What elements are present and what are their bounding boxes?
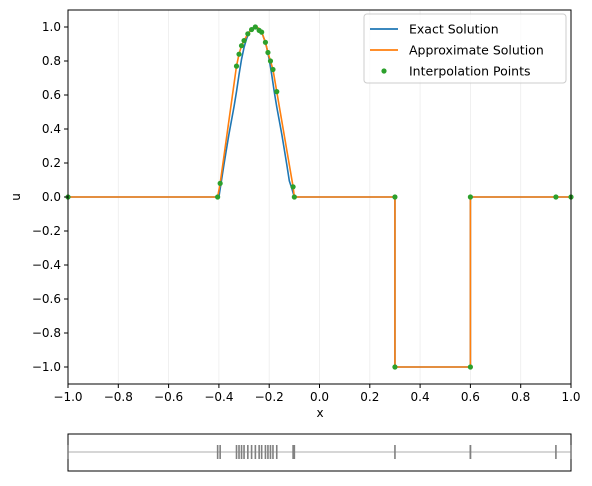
interpolation-points-point-5 <box>238 43 245 49</box>
interpolation-points-point-12 <box>262 39 269 45</box>
y-tick-label-10: 1.0 <box>42 20 61 34</box>
y-tick-label-3: −0.4 <box>32 258 61 272</box>
legend-box <box>363 13 567 84</box>
x-tick-label-2: −0.6 <box>154 390 183 404</box>
y-tick-label-8: 0.6 <box>42 88 61 102</box>
y-axis-ticks: −1.0 −0.8 −0.6 −0.4 −0.2 0.0 0.2 0.4 0.6 0.8 1.0 <box>32 20 68 374</box>
interpolation-points-point-6 <box>241 38 247 44</box>
interpolation-points-point-9 <box>252 24 258 30</box>
interpolation-points-point-23 <box>553 194 559 200</box>
series-layer <box>65 24 574 370</box>
x-tick-label-6: 0.2 <box>360 390 379 404</box>
legend-swatch-interpolation-points <box>381 68 387 74</box>
interpolation-points-point-16 <box>274 89 280 95</box>
y-tick-label-1: −0.8 <box>32 326 61 340</box>
y-tick-label-6: 0.2 <box>42 156 61 170</box>
interpolation-points-point-2 <box>217 180 223 186</box>
interpolation-points-point-21 <box>467 364 473 370</box>
y-tick-label-2: −0.6 <box>32 292 61 306</box>
legend-label-exact-solution: Exact Solution <box>409 22 499 37</box>
x-tick-label-10: 1.0 <box>561 390 580 404</box>
interpolation-points-point-17 <box>290 184 296 190</box>
x-tick-label-3: −0.4 <box>204 390 233 404</box>
main-plot: −1.0 −0.8 −0.6 −0.4 −0.2 0.0 0.2 0.4 0.6 0.8 1.0 −… <box>9 9 581 420</box>
interpolation-points-point-7 <box>245 31 251 37</box>
y-tick-label-7: 0.4 <box>42 122 61 136</box>
interpolation-points-point-15 <box>270 66 276 73</box>
x-tick-label-8: 0.6 <box>461 390 480 404</box>
interpolation-points-point-3 <box>233 63 240 69</box>
x-tick-label-9: 0.8 <box>511 390 530 404</box>
interpolation-points-point-18 <box>291 194 297 200</box>
interpolation-points-point-4 <box>236 51 242 57</box>
x-tick-label-4: −0.2 <box>255 390 284 404</box>
legend: Exact Solution Approximate Solution Interp… <box>363 13 567 84</box>
interpolation-points-point-8 <box>248 26 255 33</box>
x-tick-label-0: −1.0 <box>53 390 82 404</box>
x-tick-label-1: −0.8 <box>104 390 133 404</box>
interpolation-points-point-22 <box>467 194 473 200</box>
y-tick-label-0: −1.0 <box>32 360 61 374</box>
x-tick-label-7: 0.4 <box>411 390 430 404</box>
y-axis-label: u <box>9 193 23 201</box>
interpolation-points-point-1 <box>215 194 221 200</box>
legend-label-interpolation-points: Interpolation Points <box>409 64 531 79</box>
x-axis-label: x <box>316 406 323 420</box>
rug-plot <box>67 433 572 472</box>
x-axis-ticks: −1.0 −0.8 −0.6 −0.4 −0.2 0.0 0.2 0.4 0.6 0.8 1.0 <box>53 384 581 404</box>
interpolation-points-point-20 <box>392 364 398 370</box>
interpolation-points-point-13 <box>265 49 271 56</box>
x-tick-label-5: 0.0 <box>310 390 329 404</box>
interpolation-points-point-19 <box>392 194 398 200</box>
y-tick-label-5: 0.0 <box>42 190 61 204</box>
y-tick-label-4: −0.2 <box>32 224 61 238</box>
legend-label-approximate-solution: Approximate Solution <box>409 43 544 58</box>
rug-marks <box>67 445 572 459</box>
interpolation-points-point-11 <box>259 29 265 35</box>
interpolation-points-point-14 <box>267 58 274 64</box>
y-tick-label-9: 0.8 <box>42 54 61 68</box>
